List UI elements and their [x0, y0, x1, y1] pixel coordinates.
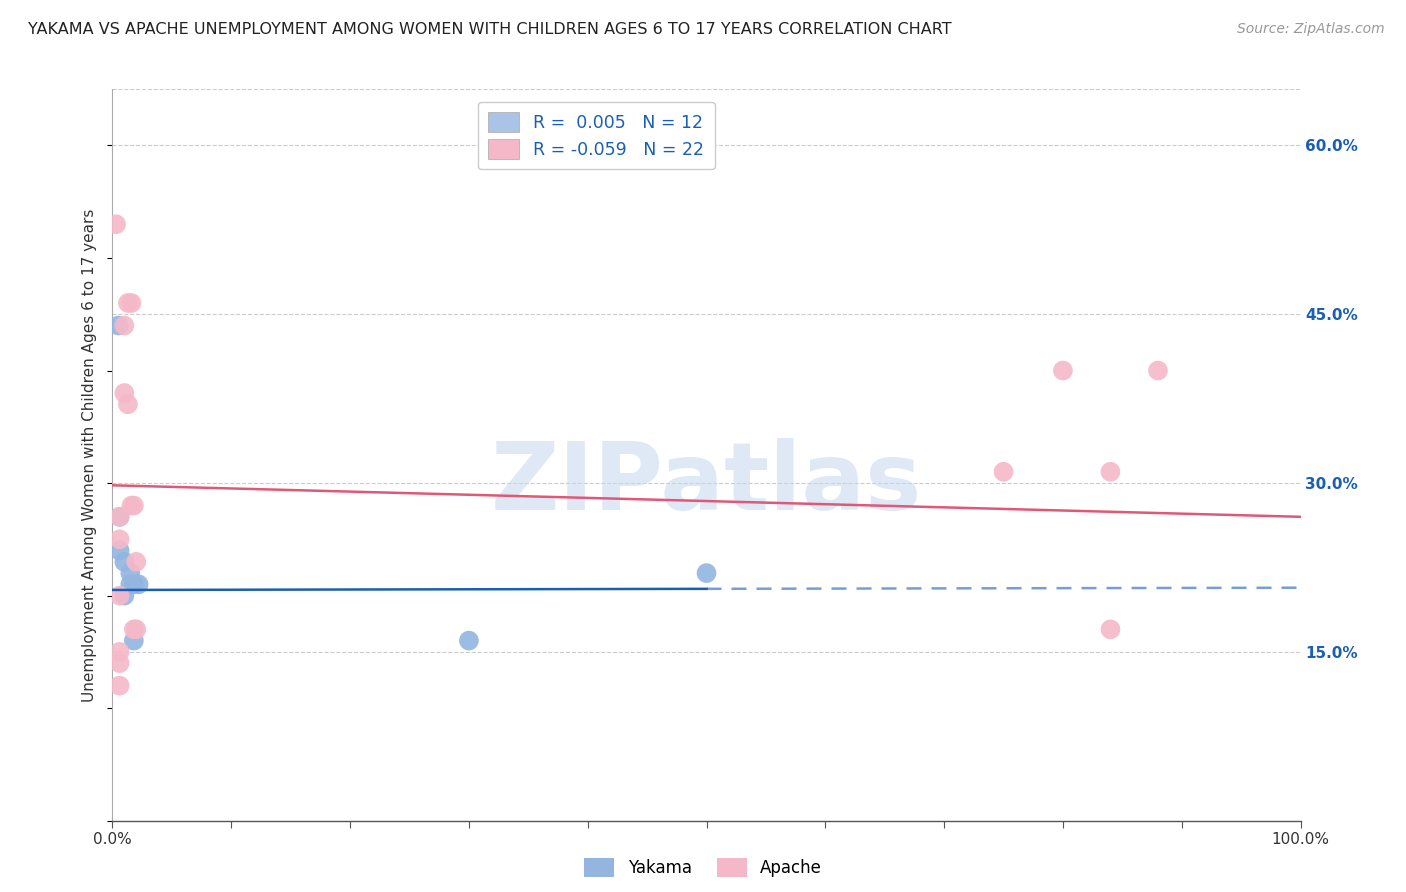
Point [120, 577, 142, 591]
Point [696, 566, 718, 580]
Point [993, 465, 1015, 479]
Point [108, 656, 131, 670]
Point [108, 543, 131, 558]
Point [122, 499, 145, 513]
Point [108, 645, 131, 659]
Point [1099, 465, 1122, 479]
Point [112, 555, 135, 569]
Point [122, 577, 145, 591]
Point [121, 296, 143, 310]
Text: Source: ZipAtlas.com: Source: ZipAtlas.com [1237, 22, 1385, 37]
Point [122, 623, 145, 637]
Point [117, 296, 139, 310]
Legend: R =  0.005   N = 12, R = -0.059   N = 22: R = 0.005 N = 12, R = -0.059 N = 22 [478, 102, 714, 169]
Point [112, 589, 135, 603]
Text: ZIPatlas: ZIPatlas [491, 438, 922, 530]
Point [117, 397, 139, 411]
Point [120, 566, 142, 580]
Text: YAKAMA VS APACHE UNEMPLOYMENT AMONG WOMEN WITH CHILDREN AGES 6 TO 17 YEARS CORRE: YAKAMA VS APACHE UNEMPLOYMENT AMONG WOME… [28, 22, 952, 37]
Point [125, 623, 148, 637]
Point [122, 633, 145, 648]
Y-axis label: Unemployment Among Women with Children Ages 6 to 17 years: Unemployment Among Women with Children A… [82, 208, 97, 702]
Point [1052, 363, 1074, 377]
Point [108, 589, 131, 603]
Point [1147, 363, 1170, 377]
Point [108, 679, 131, 693]
Point [107, 318, 129, 333]
Point [125, 555, 148, 569]
Point [1099, 623, 1122, 637]
Point [112, 318, 135, 333]
Point [108, 533, 131, 547]
Point [105, 217, 128, 231]
Point [112, 386, 135, 401]
Point [128, 577, 150, 591]
Point [458, 633, 481, 648]
Point [121, 499, 143, 513]
Legend: Yakama, Apache: Yakama, Apache [578, 851, 828, 884]
Point [108, 509, 131, 524]
Point [108, 509, 131, 524]
